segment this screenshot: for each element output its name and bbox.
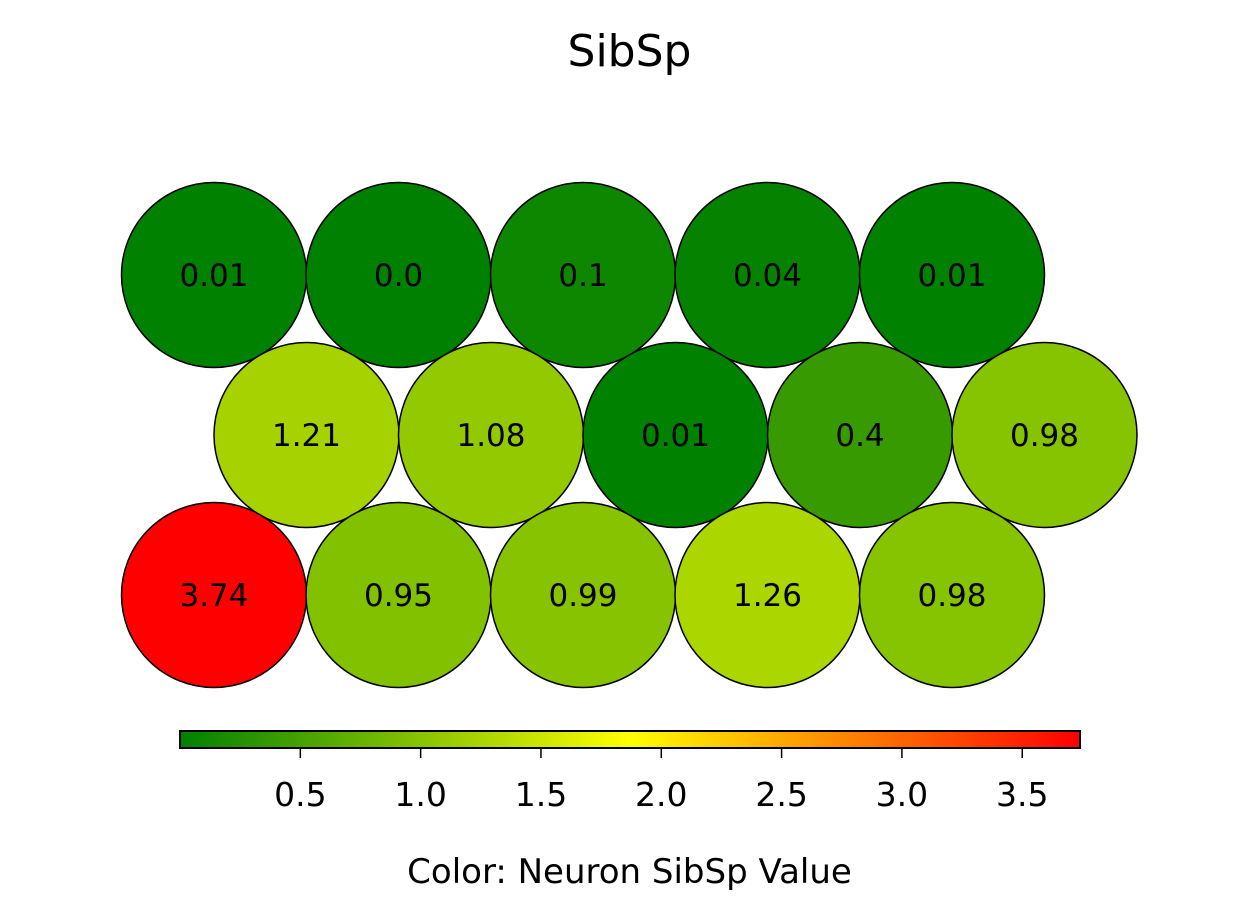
neuron-value-label: 0.0	[374, 258, 423, 294]
neuron-value-label: 0.95	[364, 578, 433, 614]
neuron-value-label: 0.98	[917, 578, 986, 614]
neuron-value-label: 0.01	[917, 258, 986, 294]
colorbar-tick-label: 1.5	[515, 775, 567, 814]
neuron-value-label: 1.21	[272, 418, 341, 454]
neuron-value-label: 0.01	[641, 418, 710, 454]
colorbar-gradient	[179, 730, 1081, 749]
neuron-cell	[858, 181, 1046, 369]
chart-title: SibSp	[567, 26, 692, 77]
cells-layer: 0.01 0.0 0.1 0.04 0.01 1.21 1.08 0.01 0.4 0.98 3.7…	[120, 181, 1138, 689]
colorbar-tick-label: 3.5	[996, 775, 1048, 814]
colorbar-tick-label: 1.0	[394, 775, 446, 814]
neuron-value-label: 0.99	[548, 578, 617, 614]
neuron-value-label: 1.08	[456, 418, 525, 454]
colorbar-tick-label: 2.5	[755, 775, 807, 814]
neuron-value-label: 0.4	[835, 418, 884, 454]
neuron-value-label: 0.1	[558, 258, 607, 294]
neuron-cell	[858, 501, 1046, 689]
colorbar-tick-label: 2.0	[635, 775, 687, 814]
neuron-value-label: 1.26	[733, 578, 802, 614]
neuron-value-label: 0.01	[179, 258, 248, 294]
colorbar-tick-label: 3.0	[876, 775, 928, 814]
colorbar-tick-label: 0.5	[274, 775, 326, 814]
colorbar-label: Color: Neuron SibSp Value	[407, 852, 852, 892]
neuron-value-label: 0.04	[733, 258, 802, 294]
colorbar: 0.5 1.0 1.5 2.0 2.5 3.0 3.5	[179, 730, 1081, 814]
neuron-value-label: 0.98	[1010, 418, 1079, 454]
neuron-value-label: 3.74	[179, 578, 248, 614]
neuron-cell	[951, 341, 1138, 529]
